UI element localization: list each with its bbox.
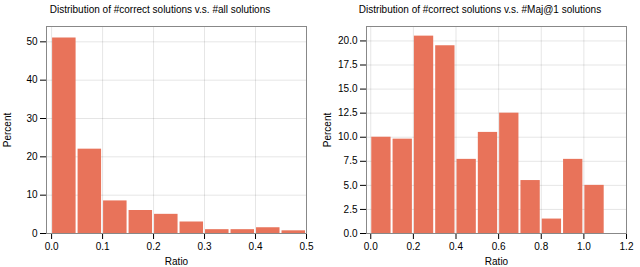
svg-text:0.8: 0.8 [534,241,548,252]
svg-text:1.2: 1.2 [620,241,634,252]
svg-text:Ratio: Ratio [485,256,509,267]
svg-text:2.5: 2.5 [344,204,358,215]
svg-text:0.2: 0.2 [147,241,161,252]
svg-text:0.3: 0.3 [198,241,212,252]
svg-text:1.0: 1.0 [577,241,591,252]
svg-text:10.0: 10.0 [338,131,358,142]
svg-text:40: 40 [26,74,38,85]
svg-text:0.6: 0.6 [492,241,506,252]
svg-text:0.1: 0.1 [96,241,110,252]
svg-text:Percent: Percent [2,113,13,148]
svg-text:Ratio: Ratio [165,256,189,267]
html-text:Distribution of #correct solut: Distribution of #correct solutions v.s. … [358,4,602,15]
svg-text:0.4: 0.4 [449,241,463,252]
svg-text:0.2: 0.2 [406,241,420,252]
svg-text:12.5: 12.5 [338,107,358,118]
svg-text:0.0: 0.0 [344,228,358,239]
svg-text:Percent: Percent [322,113,333,148]
svg-text:0.0: 0.0 [45,241,59,252]
svg-text:20: 20 [26,151,38,162]
svg-text:0.0: 0.0 [364,241,378,252]
html-text:Distribution of #correct solut: Distribution of #correct solutions v.s. … [49,4,271,15]
svg-text:10: 10 [26,189,38,200]
svg-text:15.0: 15.0 [338,83,358,94]
svg-text:50: 50 [26,36,38,47]
svg-text:7.5: 7.5 [344,155,358,166]
svg-text:0.4: 0.4 [249,241,263,252]
svg-text:0.5: 0.5 [300,241,314,252]
svg-text:17.5: 17.5 [338,59,358,70]
svg-text:0: 0 [32,228,38,239]
svg-text:5.0: 5.0 [344,180,358,191]
svg-text:20.0: 20.0 [338,35,358,46]
svg-text:30: 30 [26,113,38,124]
